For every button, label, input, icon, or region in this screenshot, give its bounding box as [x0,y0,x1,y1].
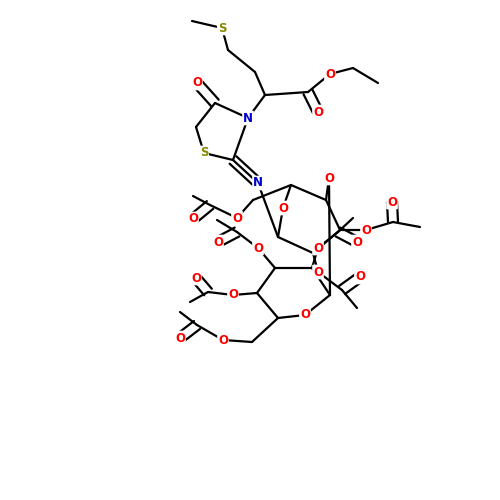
Text: O: O [188,212,198,226]
Text: O: O [325,68,335,80]
Text: O: O [191,272,201,284]
Text: O: O [352,236,362,248]
Text: O: O [253,242,263,254]
Text: O: O [192,76,202,90]
Text: O: O [278,202,288,214]
Text: N: N [243,112,253,124]
Text: O: O [355,270,365,283]
Text: O: O [218,334,228,346]
Text: O: O [175,332,185,344]
Text: S: S [218,22,226,35]
Text: O: O [232,212,242,224]
Text: O: O [313,266,323,278]
Text: O: O [228,288,238,302]
Text: O: O [313,106,323,118]
Text: O: O [361,224,371,236]
Text: O: O [324,172,334,184]
Text: O: O [300,308,310,322]
Text: S: S [200,146,208,160]
Text: O: O [213,236,223,248]
Text: N: N [253,176,263,190]
Text: O: O [313,242,323,254]
Text: O: O [387,196,397,208]
